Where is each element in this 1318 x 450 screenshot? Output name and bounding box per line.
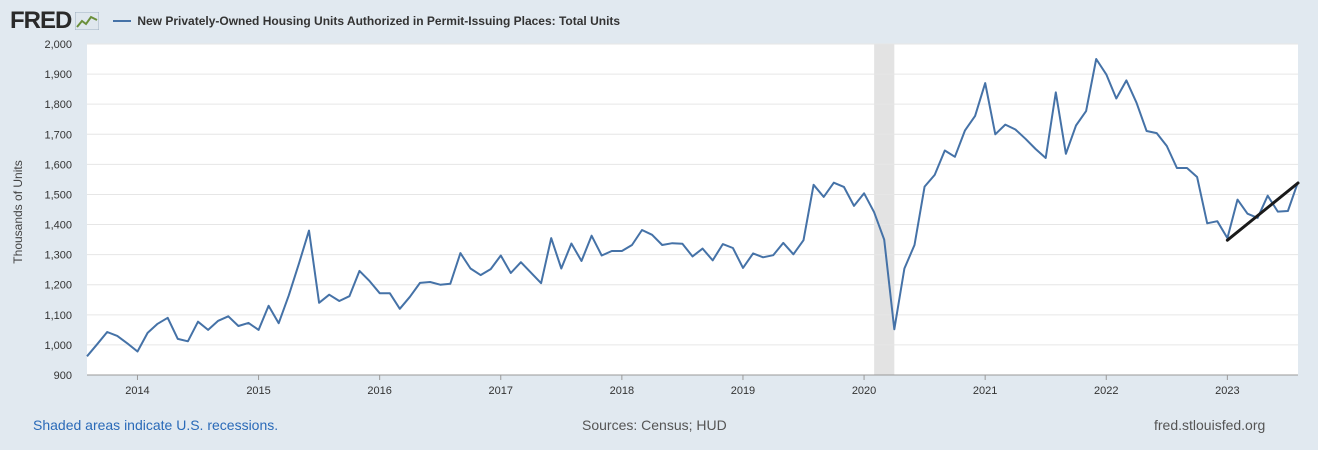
- x-tick-label: 2021: [973, 385, 997, 397]
- x-tick-label: 2022: [1094, 385, 1118, 397]
- y-tick-label: 1,700: [44, 129, 72, 141]
- x-tick-label: 2019: [731, 385, 755, 397]
- legend: New Privately-Owned Housing Units Author…: [113, 14, 620, 28]
- legend-swatch: [113, 20, 132, 22]
- x-tick-label: 2020: [852, 385, 876, 397]
- y-tick-label: 1,000: [44, 340, 72, 352]
- y-tick-label: 900: [54, 370, 72, 382]
- x-tick-label: 2023: [1215, 385, 1239, 397]
- chart-title: New Privately-Owned Housing Units Author…: [137, 14, 621, 28]
- recession-band: [874, 44, 895, 375]
- header: FRED New Privately-Owned Housing Units A…: [10, 6, 620, 36]
- y-tick-label: 1,400: [44, 220, 72, 232]
- trend-line: [1225, 181, 1300, 242]
- graph-logo-icon: [75, 12, 100, 30]
- y-tick-label: 1,100: [44, 310, 72, 322]
- x-tick-label: 2014: [125, 385, 149, 397]
- x-tick-label: 2016: [367, 385, 391, 397]
- y-tick-label: 1,200: [44, 280, 72, 292]
- recession-note-link[interactable]: Shaded areas indicate U.S. recessions.: [33, 417, 279, 433]
- site-link[interactable]: fred.stlouisfed.org: [1154, 417, 1266, 433]
- y-tick-label: 1,800: [44, 99, 72, 111]
- x-tick-label: 2017: [489, 385, 513, 397]
- y-tick-label: 1,900: [44, 69, 72, 81]
- x-tick-label: 2018: [610, 385, 634, 397]
- sources-text: Sources: Census; HUD: [582, 417, 727, 433]
- y-tick-label: 1,500: [44, 189, 72, 201]
- line-chart[interactable]: 900 1,000 1,100 1,200 1,300 1,400 1,500 1,600 1,…: [0, 0, 1318, 410]
- y-axis-label: Thousands of Units: [11, 160, 25, 263]
- fred-logo[interactable]: FRED: [10, 7, 72, 34]
- plot-area: [87, 44, 1298, 375]
- x-tick-label: 2015: [246, 385, 270, 397]
- series-line[interactable]: [86, 58, 1299, 357]
- y-tick-label: 1,300: [44, 250, 72, 262]
- y-tick-label: 2,000: [44, 39, 72, 51]
- y-tick-label: 1,600: [44, 159, 72, 171]
